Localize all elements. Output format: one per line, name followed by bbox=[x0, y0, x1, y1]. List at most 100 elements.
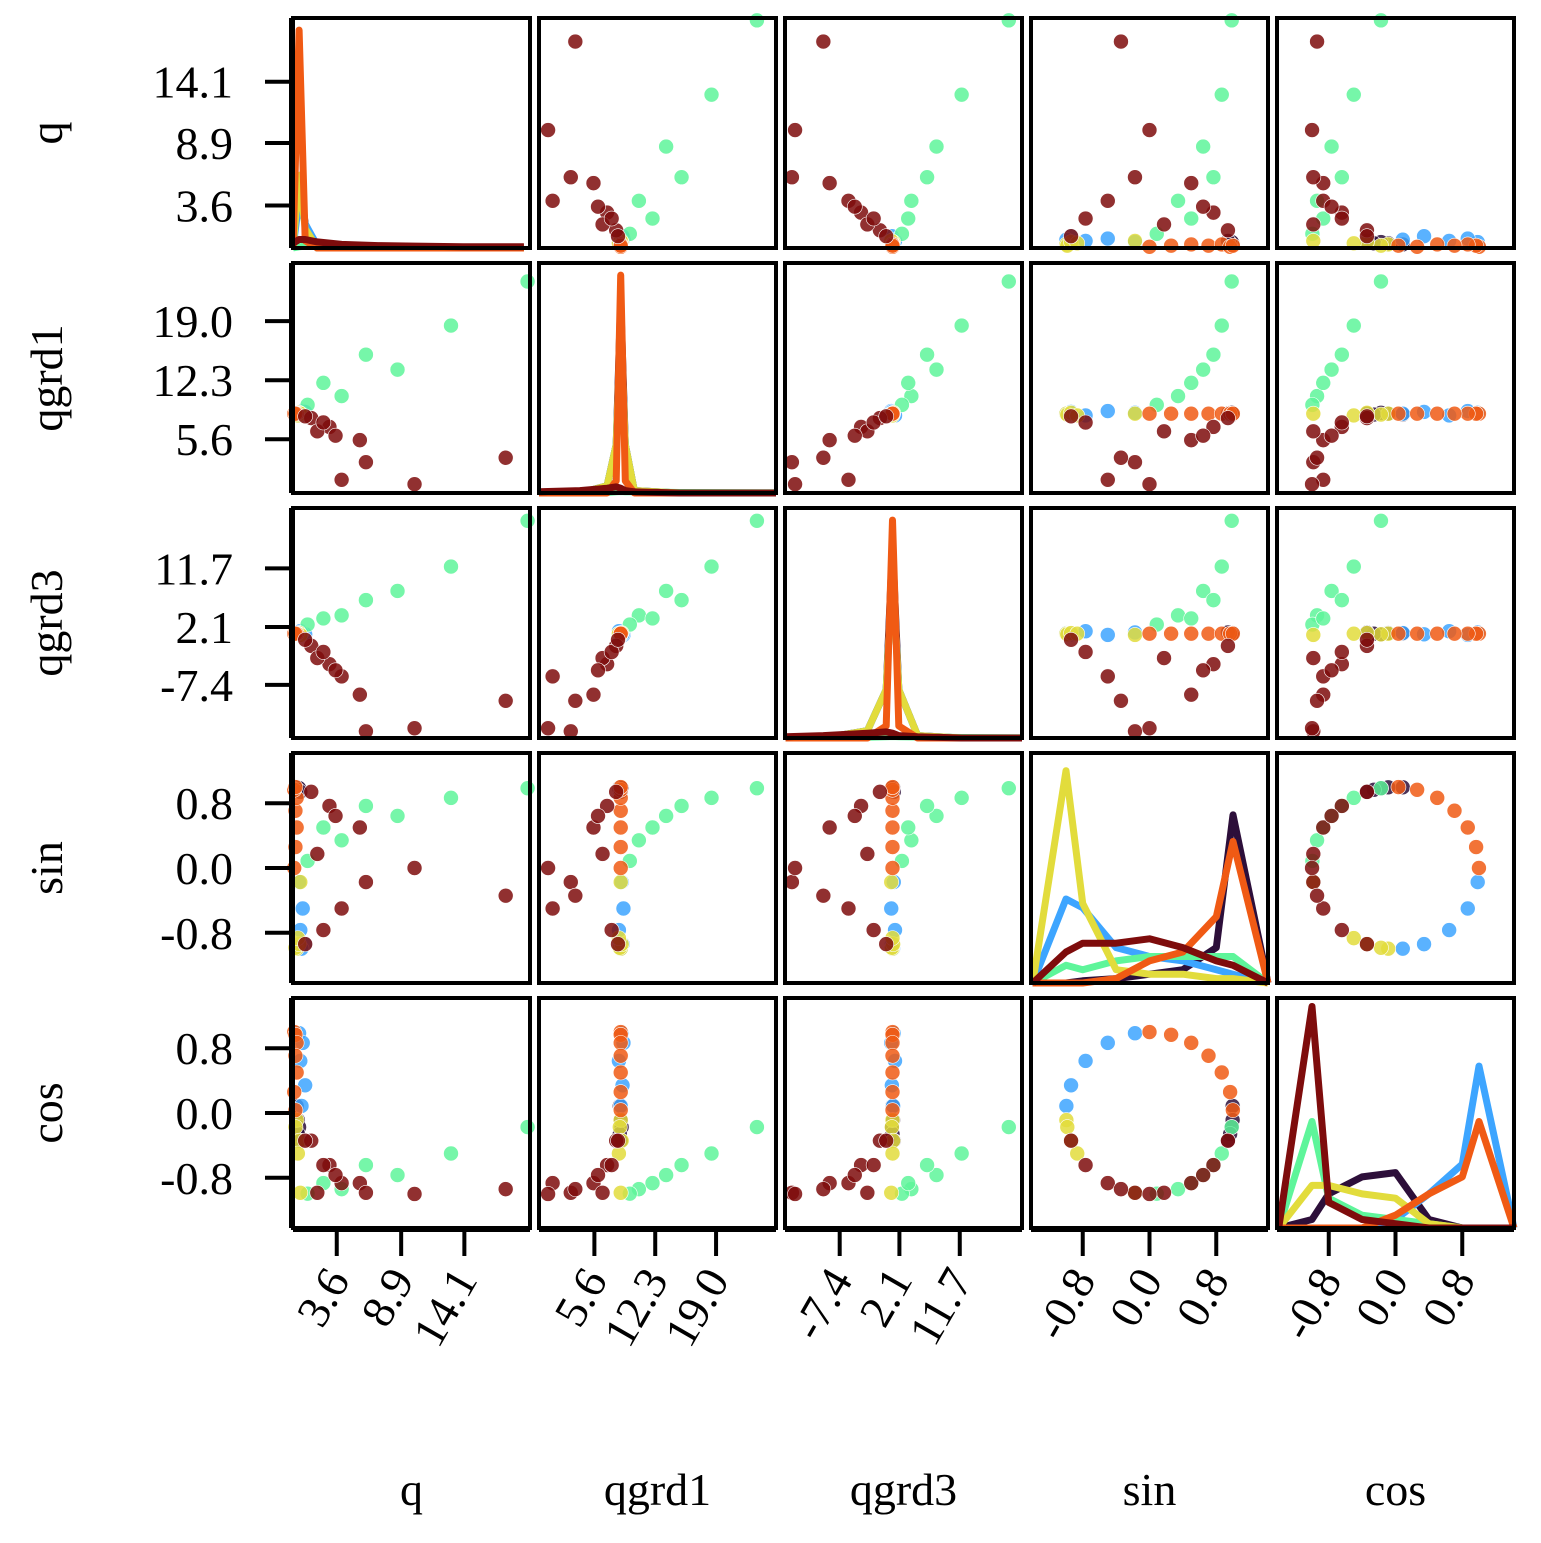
scatter-point bbox=[443, 317, 459, 334]
panel-frame bbox=[1029, 16, 1270, 250]
scatter-point bbox=[1373, 237, 1389, 254]
scatter-point bbox=[865, 414, 882, 431]
scatter-point bbox=[644, 819, 661, 836]
scatter-point bbox=[1213, 317, 1230, 334]
kde-curve bbox=[1275, 1003, 1514, 1232]
scatter-point bbox=[1441, 922, 1457, 938]
scatter-point bbox=[1063, 408, 1079, 425]
scatter-point bbox=[594, 1184, 611, 1201]
scatter-point bbox=[1373, 406, 1389, 423]
scatter-point bbox=[1446, 237, 1463, 254]
scatter-point bbox=[590, 1167, 606, 1183]
kde-curve bbox=[1029, 767, 1269, 987]
scatter-point bbox=[1077, 414, 1094, 431]
scatter-point bbox=[1323, 662, 1340, 679]
scatter-point bbox=[1416, 936, 1432, 952]
scatter-point bbox=[903, 193, 920, 209]
scatter-point bbox=[703, 86, 720, 103]
scatter-point bbox=[1213, 1145, 1230, 1162]
scatter-point bbox=[358, 592, 374, 608]
scatter-point bbox=[297, 631, 313, 648]
scatter-point bbox=[1213, 86, 1230, 103]
scatter-point bbox=[1223, 513, 1240, 529]
scatter-point bbox=[703, 558, 720, 575]
scatter-point bbox=[540, 1186, 556, 1202]
scatter-point bbox=[1446, 802, 1463, 819]
y-tick-label: 0.8 bbox=[176, 778, 234, 829]
panel-frame bbox=[537, 261, 778, 495]
scatter-point bbox=[884, 1102, 901, 1118]
scatter-point bbox=[673, 592, 690, 608]
scatter-point bbox=[1459, 625, 1476, 642]
scatter-point bbox=[519, 513, 536, 529]
scatter-point bbox=[878, 936, 895, 952]
scatter-point bbox=[1334, 798, 1350, 814]
kde-curve bbox=[539, 320, 776, 497]
scatter-point bbox=[1309, 887, 1325, 904]
scatter-point bbox=[1309, 449, 1325, 466]
scatter-point bbox=[840, 471, 857, 488]
scatter-point bbox=[1334, 592, 1350, 608]
scatter-point bbox=[1205, 419, 1222, 435]
scatter-point bbox=[1429, 405, 1446, 422]
scatter-point bbox=[315, 819, 332, 836]
scatter-point bbox=[631, 193, 647, 209]
scatter-point bbox=[544, 668, 561, 685]
scatter-point bbox=[333, 471, 350, 488]
scatter-point bbox=[358, 346, 374, 363]
y-tick-label: 5.6 bbox=[176, 414, 234, 465]
scatter-point bbox=[1205, 592, 1222, 608]
scatter-point bbox=[1200, 237, 1217, 254]
scatter-point bbox=[352, 432, 368, 448]
y-tick-label: 8.9 bbox=[176, 118, 234, 169]
scatter-point bbox=[1315, 900, 1332, 917]
panel-frame bbox=[537, 16, 778, 250]
scatter-point bbox=[1315, 819, 1332, 836]
scatter-point bbox=[1170, 193, 1186, 209]
panel-frame bbox=[783, 261, 1024, 495]
scatter-point bbox=[1373, 780, 1389, 797]
scatter-point bbox=[1000, 12, 1017, 29]
scatter-point bbox=[878, 408, 895, 425]
scatter-point bbox=[1127, 1184, 1143, 1201]
scatter-point bbox=[644, 610, 661, 627]
kde-curve bbox=[539, 271, 776, 497]
scatter-point bbox=[1390, 625, 1407, 642]
scatter-point bbox=[612, 819, 629, 836]
scatter-point bbox=[1394, 940, 1411, 957]
scatter-point bbox=[1127, 169, 1143, 186]
scatter-point bbox=[1220, 410, 1236, 426]
scatter-point bbox=[749, 780, 765, 797]
scatter-point bbox=[787, 860, 803, 876]
scatter-point bbox=[1323, 427, 1340, 444]
scatter-point bbox=[1223, 12, 1240, 29]
scatter-point bbox=[1099, 1175, 1116, 1191]
scatter-point bbox=[1141, 720, 1158, 737]
scatter-point bbox=[865, 1157, 882, 1173]
x-tick-label: 0.0 bbox=[1345, 1260, 1418, 1335]
scatter-point bbox=[1141, 1186, 1158, 1202]
scatter-point bbox=[865, 210, 882, 227]
x-tick-label: 14.1 bbox=[403, 1260, 487, 1355]
scatter-point bbox=[1446, 405, 1463, 422]
column-label: cos bbox=[1365, 1464, 1426, 1515]
scatter-point bbox=[1359, 228, 1375, 245]
x-tick-label: 0.8 bbox=[1412, 1260, 1485, 1335]
scatter-point bbox=[1200, 405, 1217, 422]
row-label: qgrd3 bbox=[21, 569, 72, 676]
scatter-point bbox=[333, 900, 350, 917]
y-tick-label: 0.0 bbox=[176, 843, 234, 894]
kde-curve bbox=[289, 26, 524, 252]
scatter-point bbox=[1305, 169, 1322, 186]
scatter-point bbox=[900, 1175, 917, 1191]
scatter-point bbox=[846, 1167, 863, 1183]
scatter-point bbox=[1000, 780, 1017, 797]
scatter-point bbox=[1359, 408, 1375, 425]
scatter-point bbox=[1113, 33, 1129, 50]
scatter-point bbox=[610, 228, 626, 245]
scatter-point bbox=[1063, 1077, 1079, 1094]
scatter-point bbox=[1345, 625, 1362, 642]
scatter-point bbox=[1141, 405, 1158, 422]
scatter-point bbox=[612, 1184, 629, 1201]
panel-frame bbox=[783, 16, 1024, 250]
